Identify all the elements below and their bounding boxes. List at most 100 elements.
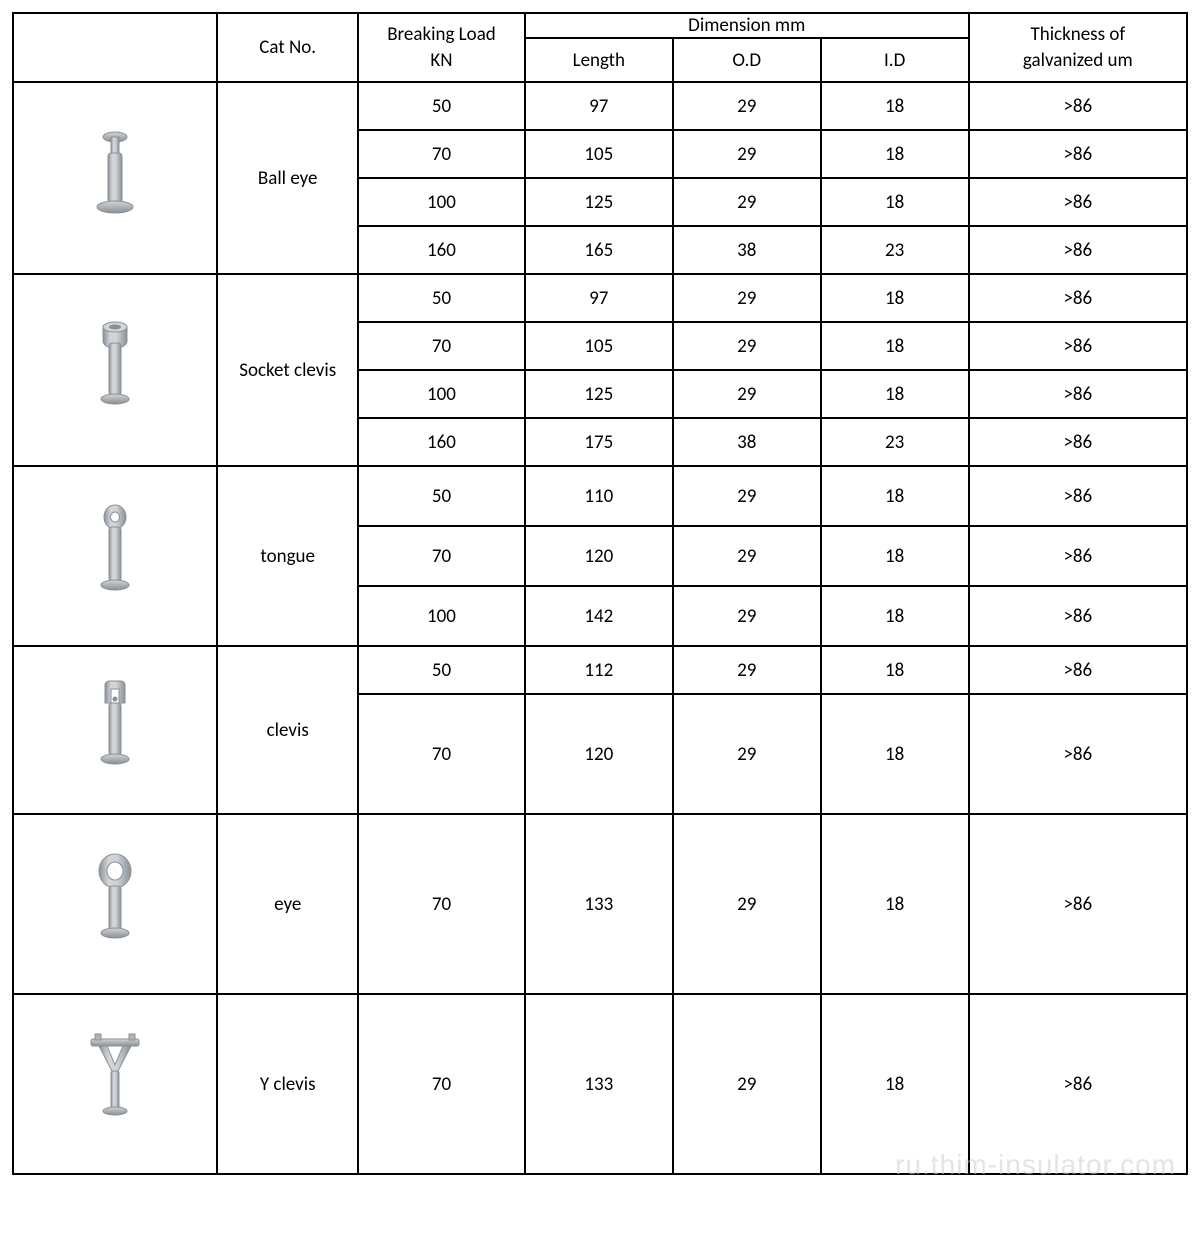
od-cell: 29 xyxy=(673,274,821,322)
load-cell: 100 xyxy=(358,178,525,226)
thickness-cell: >86 xyxy=(969,694,1187,814)
thickness-cell: >86 xyxy=(969,646,1187,694)
load-cell: 70 xyxy=(358,814,525,994)
header-dimension: Dimension mm xyxy=(525,13,969,38)
thickness-cell: >86 xyxy=(969,82,1187,130)
thickness-cell: >86 xyxy=(969,814,1187,994)
product-image-cell xyxy=(13,814,217,994)
load-cell: 70 xyxy=(358,322,525,370)
length-cell: 133 xyxy=(525,994,673,1174)
id-cell: 18 xyxy=(821,646,969,694)
od-cell: 29 xyxy=(673,82,821,130)
header-thickness-line2: galvanized um xyxy=(1023,49,1133,72)
header-thickness: Thickness of galvanized um xyxy=(969,13,1187,82)
id-cell: 18 xyxy=(821,130,969,178)
table-row: Y clevis701332918>86 xyxy=(13,994,1187,1174)
load-cell: 70 xyxy=(358,130,525,178)
table-row: clevis501122918>86 xyxy=(13,646,1187,694)
cat-no-cell: eye xyxy=(217,814,358,994)
length-cell: 105 xyxy=(525,322,673,370)
thickness-cell: >86 xyxy=(969,130,1187,178)
od-cell: 29 xyxy=(673,322,821,370)
cat-no-cell: Ball eye xyxy=(217,82,358,274)
spec-table: Cat No. Breaking Load KN Dimension mm Th… xyxy=(12,12,1188,1175)
header-image xyxy=(13,13,217,82)
length-cell: 105 xyxy=(525,130,673,178)
load-cell: 100 xyxy=(358,370,525,418)
length-cell: 112 xyxy=(525,646,673,694)
header-od: O.D xyxy=(673,38,821,82)
product-image-cell xyxy=(13,274,217,466)
y-clevis-icon xyxy=(14,1029,216,1139)
length-cell: 97 xyxy=(525,274,673,322)
load-cell: 50 xyxy=(358,82,525,130)
thickness-cell: >86 xyxy=(969,586,1187,646)
id-cell: 18 xyxy=(821,322,969,370)
id-cell: 18 xyxy=(821,586,969,646)
header-length: Length xyxy=(525,38,673,82)
od-cell: 38 xyxy=(673,418,821,466)
tongue-icon xyxy=(14,501,216,611)
load-cell: 50 xyxy=(358,466,525,526)
header-breaking-load: Breaking Load KN xyxy=(358,13,525,82)
product-image-cell xyxy=(13,82,217,274)
id-cell: 18 xyxy=(821,526,969,586)
id-cell: 18 xyxy=(821,370,969,418)
od-cell: 29 xyxy=(673,646,821,694)
clevis-icon xyxy=(14,675,216,785)
od-cell: 29 xyxy=(673,526,821,586)
product-image-cell xyxy=(13,646,217,814)
load-cell: 70 xyxy=(358,994,525,1174)
od-cell: 29 xyxy=(673,694,821,814)
load-cell: 160 xyxy=(358,418,525,466)
thickness-cell: >86 xyxy=(969,274,1187,322)
header-thickness-line1: Thickness of xyxy=(1030,23,1125,46)
id-cell: 18 xyxy=(821,814,969,994)
id-cell: 23 xyxy=(821,226,969,274)
length-cell: 97 xyxy=(525,82,673,130)
length-cell: 142 xyxy=(525,586,673,646)
id-cell: 18 xyxy=(821,274,969,322)
length-cell: 120 xyxy=(525,526,673,586)
table-row: eye701332918>86 xyxy=(13,814,1187,994)
length-cell: 125 xyxy=(525,178,673,226)
length-cell: 133 xyxy=(525,814,673,994)
od-cell: 29 xyxy=(673,586,821,646)
od-cell: 29 xyxy=(673,178,821,226)
id-cell: 18 xyxy=(821,82,969,130)
header-breaking-load-line2: KN xyxy=(430,49,452,72)
cat-no-cell: Socket clevis xyxy=(217,274,358,466)
header-cat-no: Cat No. xyxy=(217,13,358,82)
product-image-cell xyxy=(13,466,217,646)
load-cell: 50 xyxy=(358,646,525,694)
od-cell: 29 xyxy=(673,814,821,994)
cat-no-cell: Y clevis xyxy=(217,994,358,1174)
od-cell: 29 xyxy=(673,370,821,418)
eye-icon xyxy=(14,849,216,959)
thickness-cell: >86 xyxy=(969,994,1187,1174)
thickness-cell: >86 xyxy=(969,178,1187,226)
thickness-cell: >86 xyxy=(969,370,1187,418)
header-breaking-load-line1: Breaking Load xyxy=(387,23,496,46)
od-cell: 38 xyxy=(673,226,821,274)
length-cell: 120 xyxy=(525,694,673,814)
od-cell: 29 xyxy=(673,466,821,526)
thickness-cell: >86 xyxy=(969,226,1187,274)
thickness-cell: >86 xyxy=(969,526,1187,586)
load-cell: 70 xyxy=(358,694,525,814)
id-cell: 18 xyxy=(821,178,969,226)
length-cell: 165 xyxy=(525,226,673,274)
load-cell: 70 xyxy=(358,526,525,586)
thickness-cell: >86 xyxy=(969,466,1187,526)
thickness-cell: >86 xyxy=(969,418,1187,466)
socket-clevis-icon xyxy=(14,315,216,425)
od-cell: 29 xyxy=(673,994,821,1174)
load-cell: 100 xyxy=(358,586,525,646)
length-cell: 125 xyxy=(525,370,673,418)
cat-no-cell: tongue xyxy=(217,466,358,646)
table-row: tongue501102918>86 xyxy=(13,466,1187,526)
thickness-cell: >86 xyxy=(969,322,1187,370)
od-cell: 29 xyxy=(673,130,821,178)
load-cell: 160 xyxy=(358,226,525,274)
product-image-cell xyxy=(13,994,217,1174)
